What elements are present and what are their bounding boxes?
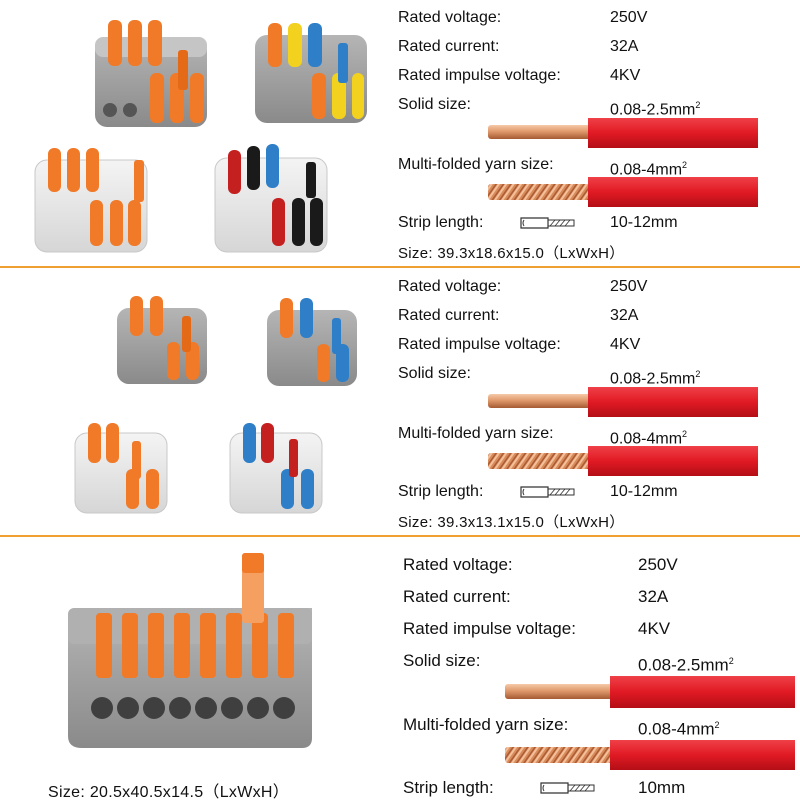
solid-wire-image bbox=[488, 387, 758, 417]
solid-size-value: 0.08-2.5mm2 bbox=[638, 655, 734, 675]
section-divider-1 bbox=[0, 266, 800, 268]
size-dimensions: Size: 20.5x40.5x14.5（LxWxH） bbox=[48, 784, 290, 801]
rated-current-label: Rated current: bbox=[398, 38, 500, 55]
size-dimensions: Size: 39.3x13.1x15.0（LxWxH） bbox=[398, 514, 625, 531]
rated-voltage-value: 250V bbox=[610, 9, 648, 26]
section-divider-2 bbox=[0, 535, 800, 537]
connector-gray-orange-3way-image bbox=[95, 20, 207, 127]
connector-clear-black-red-blue-image bbox=[214, 144, 328, 253]
connector-gray-blue-2way-image bbox=[267, 298, 357, 386]
strip-length-icon bbox=[520, 486, 575, 498]
strip-length-icon bbox=[540, 782, 595, 794]
rated-current-value: 32A bbox=[638, 587, 669, 606]
strip-length-value: 10-12mm bbox=[610, 214, 678, 231]
multi-folded-yarn-size-value: 0.08-4mm2 bbox=[610, 160, 688, 179]
rated-voltage-label: Rated voltage: bbox=[398, 278, 502, 295]
multi-folded-yarn-size-value: 0.08-4mm2 bbox=[610, 429, 688, 448]
size-dimensions: Size: 39.3x18.6x15.0（LxWxH） bbox=[398, 245, 625, 262]
multi-folded-yarn-size-value: 0.08-4mm2 bbox=[638, 719, 720, 739]
connector-gray-orange-8way-image bbox=[68, 553, 312, 748]
strip-length-label: Strip length: bbox=[403, 778, 494, 797]
stranded-wire-image bbox=[488, 446, 758, 476]
strip-length-label: Strip length: bbox=[398, 483, 484, 500]
rated-voltage-label: Rated voltage: bbox=[403, 555, 513, 574]
stranded-wire-image bbox=[488, 177, 758, 207]
strip-length-icon bbox=[520, 217, 575, 229]
connector-gray-orange-2way-image bbox=[117, 296, 207, 384]
connector-clear-orange-2way-image bbox=[74, 423, 168, 514]
strip-length-label: Strip length: bbox=[398, 214, 484, 231]
rated-voltage-value: 250V bbox=[610, 278, 648, 295]
stranded-wire-image bbox=[505, 740, 795, 770]
rated-impulse-voltage-value: 4KV bbox=[638, 619, 671, 638]
solid-size-label: Solid size: bbox=[403, 651, 481, 670]
solid-size-value: 0.08-2.5mm2 bbox=[610, 369, 701, 388]
rated-current-label: Rated current: bbox=[398, 307, 500, 324]
solid-size-label: Solid size: bbox=[398, 96, 471, 113]
multi-folded-yarn-size-label: Multi-folded yarn size: bbox=[403, 715, 569, 734]
connector-gray-yellow-blue-image bbox=[255, 23, 367, 123]
multi-folded-yarn-size-label: Multi-folded yarn size: bbox=[398, 156, 554, 173]
rated-current-value: 32A bbox=[610, 38, 639, 55]
rated-current-value: 32A bbox=[610, 307, 639, 324]
solid-wire-image bbox=[505, 676, 795, 708]
rated-impulse-voltage-label: Rated impulse voltage: bbox=[403, 619, 576, 638]
rated-voltage-value: 250V bbox=[638, 555, 678, 574]
solid-wire-image bbox=[488, 118, 758, 148]
rated-voltage-label: Rated voltage: bbox=[398, 9, 502, 26]
strip-length-value: 10mm bbox=[638, 778, 686, 797]
multi-folded-yarn-size-label: Multi-folded yarn size: bbox=[398, 425, 554, 442]
rated-impulse-voltage-label: Rated impulse voltage: bbox=[398, 336, 561, 353]
strip-length-value: 10-12mm bbox=[610, 483, 678, 500]
rated-current-label: Rated current: bbox=[403, 587, 511, 606]
solid-size-label: Solid size: bbox=[398, 365, 471, 382]
solid-size-value: 0.08-2.5mm2 bbox=[610, 100, 701, 119]
rated-impulse-voltage-value: 4KV bbox=[610, 67, 641, 84]
rated-impulse-voltage-label: Rated impulse voltage: bbox=[398, 67, 561, 84]
connector-clear-orange-image bbox=[34, 148, 148, 253]
rated-impulse-voltage-value: 4KV bbox=[610, 336, 641, 353]
connector-clear-blue-red-2way-image bbox=[229, 423, 323, 514]
